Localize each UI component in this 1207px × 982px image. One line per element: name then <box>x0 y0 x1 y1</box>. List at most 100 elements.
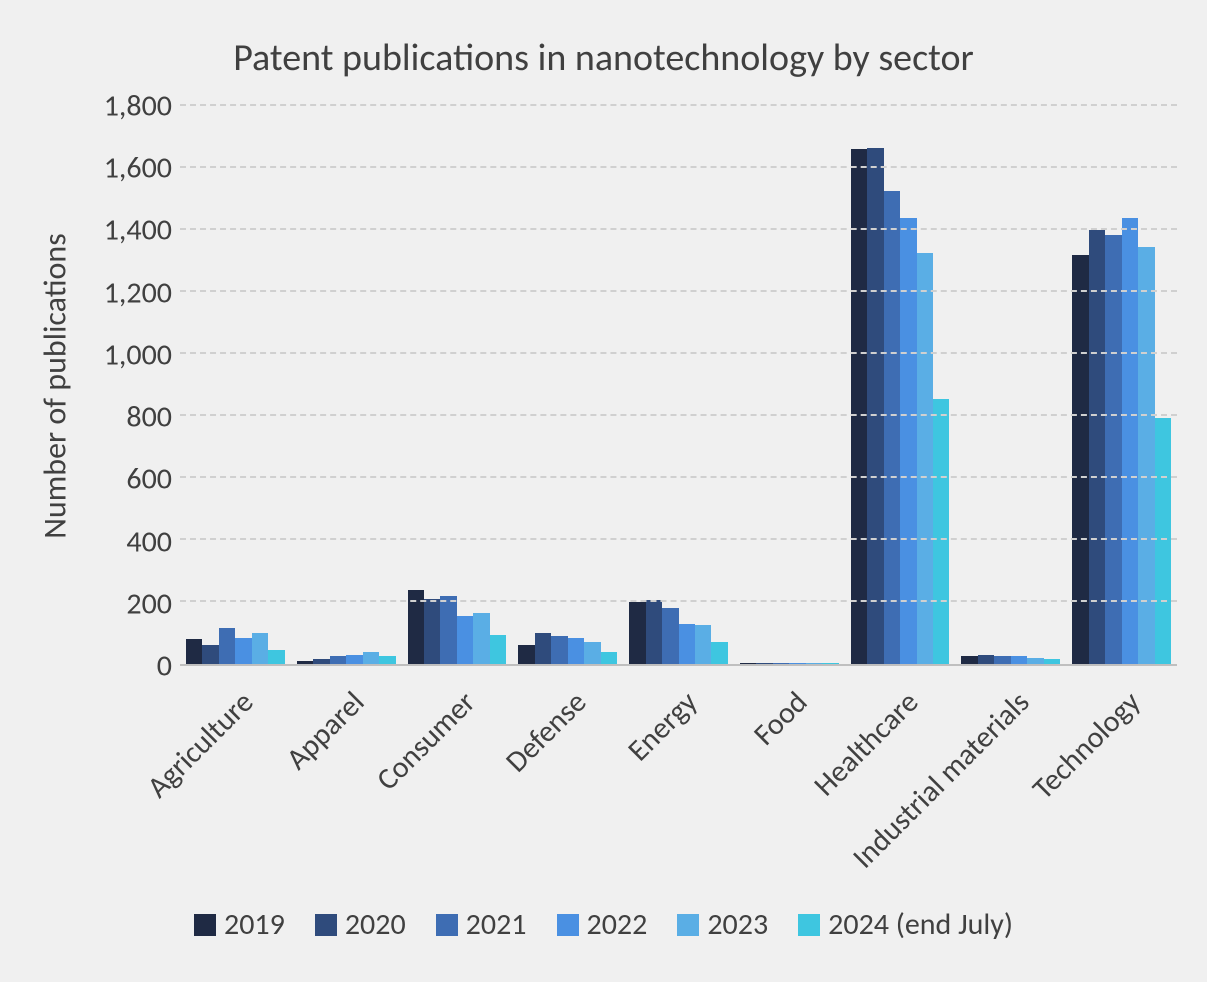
bar <box>806 663 822 664</box>
gridline <box>180 290 1177 292</box>
bar-group <box>180 106 291 664</box>
chart-title: Patent publications in nanotechnology by… <box>30 35 1177 81</box>
x-axis: AgricultureApparelConsumerDefenseEnergyF… <box>180 666 1177 896</box>
bar <box>867 148 883 664</box>
plot-row: Number of publications 02004006008001,00… <box>30 106 1177 666</box>
x-label-slot: Consumer <box>402 666 513 896</box>
y-tick-label: 1,600 <box>104 150 172 187</box>
gridline <box>180 104 1177 106</box>
bar <box>978 655 994 664</box>
bar <box>994 656 1010 664</box>
gridline <box>180 414 1177 416</box>
x-label-slot: Defense <box>512 666 623 896</box>
bar-group <box>512 106 623 664</box>
bar <box>235 638 251 664</box>
bar <box>789 663 805 664</box>
bar <box>297 661 313 664</box>
x-label-slot: Energy <box>623 666 734 896</box>
legend-item: 2019 <box>194 906 285 943</box>
bar <box>756 663 772 664</box>
ylabel-wrap: Number of publications <box>30 106 80 666</box>
bar <box>379 656 395 664</box>
bar <box>917 253 933 664</box>
y-axis-label: Number of publications <box>36 233 75 538</box>
plot-area <box>180 106 1177 666</box>
bar <box>822 663 838 664</box>
gridline <box>180 166 1177 168</box>
bar <box>740 663 756 664</box>
bar <box>424 599 440 664</box>
bar <box>518 645 534 664</box>
bar <box>679 624 695 664</box>
legend-label: 2020 <box>345 906 406 943</box>
bar <box>646 600 662 664</box>
bar <box>313 659 329 664</box>
y-tick-label: 0 <box>157 648 172 685</box>
bar <box>346 655 362 664</box>
bar <box>629 602 645 664</box>
legend-item: 2020 <box>315 906 406 943</box>
legend-label: 2022 <box>587 906 648 943</box>
gridline <box>180 600 1177 602</box>
bar <box>330 656 346 664</box>
y-tick-label: 600 <box>126 461 172 498</box>
legend-swatch <box>677 914 699 936</box>
bar <box>773 663 789 664</box>
bar <box>1089 230 1105 664</box>
bar <box>695 625 711 664</box>
y-tick-label: 1,000 <box>104 336 172 373</box>
x-tick-label: Energy <box>620 684 705 769</box>
bar-group <box>734 106 845 664</box>
bar <box>851 149 867 664</box>
legend-swatch <box>194 914 216 936</box>
y-tick-label: 800 <box>126 399 172 436</box>
legend-label: 2019 <box>224 906 285 943</box>
bar <box>219 628 235 664</box>
bar <box>601 652 617 664</box>
legend-item: 2021 <box>436 906 527 943</box>
x-tick-label: Food <box>746 684 815 753</box>
bar <box>490 635 506 664</box>
bar <box>551 636 567 664</box>
legend-label: 2021 <box>466 906 527 943</box>
x-tick-label: Agriculture <box>140 684 262 806</box>
bar <box>252 633 268 664</box>
bar-group <box>291 106 402 664</box>
bar <box>900 218 916 664</box>
bar <box>568 638 584 664</box>
bar <box>473 613 489 664</box>
y-tick-label: 400 <box>126 523 172 560</box>
bar <box>584 642 600 664</box>
y-tick-label: 1,400 <box>104 212 172 249</box>
x-label-slot: Technology <box>1066 666 1177 896</box>
bar <box>363 652 379 664</box>
legend-label: 2023 <box>707 906 768 943</box>
bar-group <box>845 106 956 664</box>
y-tick-label: 1,800 <box>104 88 172 125</box>
bar-group <box>402 106 513 664</box>
bar <box>933 399 949 664</box>
bar-group <box>1066 106 1177 664</box>
legend-swatch <box>798 914 820 936</box>
bar <box>1011 656 1027 664</box>
gridline <box>180 228 1177 230</box>
gridline <box>180 352 1177 354</box>
x-tick-label: Defense <box>498 684 594 780</box>
bar-group <box>955 106 1066 664</box>
bar <box>1072 255 1088 664</box>
bar <box>884 191 900 664</box>
legend: 2019 2020 2021 2022 2023 2024 (end July) <box>30 906 1177 943</box>
bar <box>1027 658 1043 664</box>
bar <box>662 608 678 664</box>
y-axis: 02004006008001,0001,2001,4001,6001,800 <box>80 106 180 666</box>
bar <box>961 656 977 664</box>
bar-groups <box>180 106 1177 664</box>
chart-container: Patent publications in nanotechnology by… <box>0 0 1207 982</box>
bar <box>1155 418 1171 664</box>
y-tick-label: 1,200 <box>104 274 172 311</box>
bar <box>711 642 727 664</box>
legend-item: 2024 (end July) <box>798 906 1013 943</box>
bar <box>268 650 284 664</box>
gridline <box>180 476 1177 478</box>
legend-item: 2023 <box>677 906 768 943</box>
